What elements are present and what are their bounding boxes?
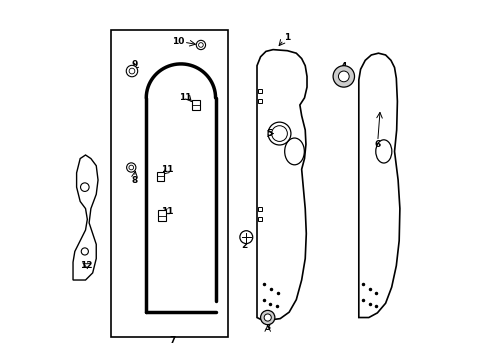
Text: 11: 11: [161, 166, 174, 175]
Circle shape: [126, 65, 138, 77]
Text: 7: 7: [169, 336, 175, 345]
Text: 5: 5: [266, 129, 272, 138]
Text: 12: 12: [80, 261, 93, 270]
Bar: [157, 210, 165, 221]
Circle shape: [260, 310, 274, 325]
Text: 10: 10: [172, 37, 184, 46]
Text: 8: 8: [131, 176, 137, 185]
Circle shape: [332, 66, 354, 87]
Text: 4: 4: [340, 62, 346, 71]
Text: 2: 2: [241, 240, 247, 249]
Circle shape: [196, 40, 205, 50]
Bar: [157, 172, 163, 181]
Bar: [192, 100, 200, 111]
Bar: [110, 30, 228, 337]
Circle shape: [264, 314, 271, 321]
Text: 3: 3: [264, 323, 270, 332]
Text: 6: 6: [374, 140, 380, 149]
Circle shape: [126, 163, 136, 172]
Circle shape: [338, 71, 348, 82]
Text: 1: 1: [284, 33, 290, 42]
Text: 11: 11: [179, 93, 191, 102]
Text: 9: 9: [131, 60, 138, 69]
Circle shape: [240, 231, 252, 244]
Text: 11: 11: [161, 207, 174, 216]
